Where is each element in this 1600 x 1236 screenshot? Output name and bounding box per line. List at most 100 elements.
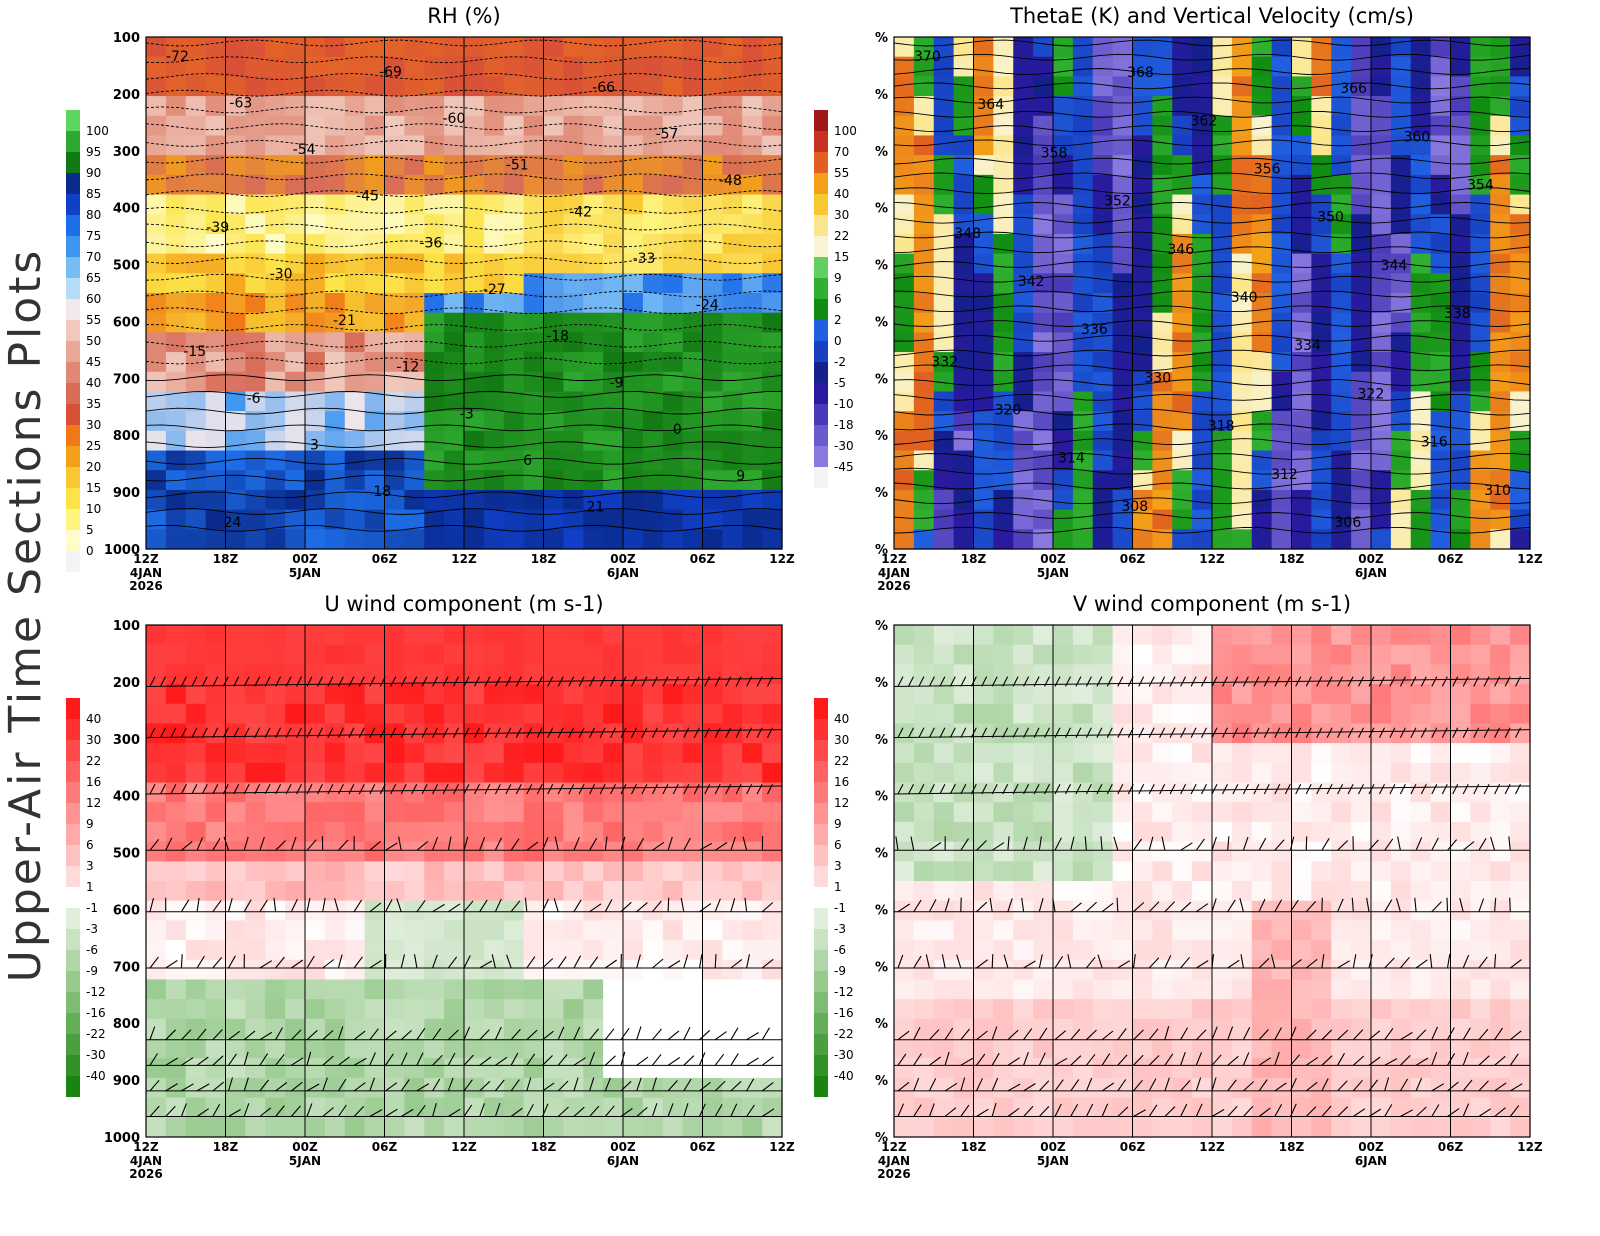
field-cell	[973, 76, 994, 97]
field-cell	[1371, 529, 1392, 550]
colorbar-swatch	[814, 446, 828, 467]
field-cell	[265, 253, 286, 274]
field-cell	[623, 644, 644, 665]
field-cell	[404, 684, 425, 705]
field-cell	[1152, 625, 1173, 646]
pressure-tick-label: 300	[113, 733, 140, 748]
wind-barb	[662, 783, 669, 795]
wind-barb	[259, 960, 273, 969]
field-cell	[642, 959, 664, 981]
colorbar-label: 3	[86, 859, 94, 873]
wind-barb	[149, 838, 160, 851]
field-cell	[722, 743, 743, 764]
field-cell	[305, 861, 326, 882]
field-cell	[523, 96, 545, 117]
wind-barb	[1263, 727, 1270, 738]
field-cell	[543, 1038, 564, 1059]
field-cell	[245, 900, 266, 921]
field-cell	[324, 782, 346, 803]
field-cell	[1212, 352, 1233, 373]
field-cell	[1053, 214, 1074, 235]
field-cell	[543, 174, 564, 196]
wind-barb	[944, 898, 950, 912]
field-cell	[722, 1117, 743, 1138]
field-cell	[662, 115, 684, 137]
field-cell	[993, 293, 1014, 314]
field-cell	[563, 96, 584, 117]
field-cell	[503, 233, 525, 255]
field-cell	[583, 664, 604, 685]
wind-barb	[273, 897, 277, 912]
wind-barb	[411, 783, 418, 795]
field-cell	[1410, 1038, 1432, 1059]
field-cell	[1072, 762, 1094, 784]
field-cell	[583, 391, 604, 412]
field-cell	[165, 371, 187, 393]
field-cell	[722, 115, 743, 137]
field-cell	[364, 135, 386, 156]
field-cell	[185, 861, 207, 882]
field-cell	[265, 371, 286, 393]
field-cell	[245, 999, 266, 1020]
colorbar-swatch	[66, 1034, 80, 1055]
date-label: 5JAN	[289, 1154, 321, 1168]
field-cell	[464, 293, 485, 314]
wind-barb	[1295, 727, 1302, 738]
field-cell	[1390, 56, 1412, 77]
field-cell	[1172, 802, 1193, 823]
field-cell	[1172, 371, 1193, 393]
field-cell	[662, 1097, 684, 1118]
field-cell	[722, 194, 743, 215]
field-cell	[404, 529, 425, 550]
field-cell	[543, 155, 564, 176]
field-cell	[1490, 411, 1511, 432]
field-cell	[993, 273, 1014, 294]
wind-barb	[589, 1028, 599, 1041]
field-cell	[523, 509, 545, 530]
field-cell	[1410, 56, 1432, 77]
field-cell	[1033, 625, 1054, 646]
field-cell	[953, 841, 975, 862]
field-cell	[1351, 76, 1372, 97]
field-cell	[1112, 1058, 1134, 1079]
wind-barb	[897, 1030, 910, 1041]
field-cell	[1072, 861, 1094, 882]
field-cell	[1470, 174, 1491, 196]
field-cell	[603, 450, 624, 471]
field-cell	[1013, 352, 1034, 373]
field-cell	[543, 450, 564, 471]
wind-barb	[1117, 676, 1124, 687]
field-cell	[344, 529, 366, 550]
field-cell	[1351, 644, 1372, 665]
field-cell	[165, 76, 187, 97]
field-cell	[762, 1018, 783, 1040]
wind-barb	[604, 1105, 615, 1117]
wind-barb	[1515, 676, 1521, 687]
field-cell	[993, 371, 1014, 393]
field-cell	[1072, 703, 1094, 725]
field-cell	[1331, 625, 1352, 646]
field-cell	[583, 450, 604, 471]
field-cell	[894, 841, 915, 862]
field-cell	[762, 293, 783, 314]
field-cell	[762, 1038, 783, 1059]
field-cell	[953, 743, 975, 764]
field-cell	[464, 940, 485, 961]
field-cell	[973, 684, 994, 705]
wind-barb	[568, 727, 575, 738]
field-cell	[603, 273, 624, 294]
field-cell	[285, 1097, 306, 1118]
field-cell	[662, 940, 684, 961]
field-cell	[1351, 664, 1372, 685]
field-cell	[1013, 233, 1034, 255]
field-cell	[464, 1038, 485, 1059]
wind-barb	[484, 783, 491, 795]
contour-label: -69	[379, 64, 402, 80]
field-cell	[682, 1077, 704, 1099]
field-cell	[444, 900, 465, 921]
field-cell	[722, 233, 743, 255]
field-cell	[1092, 155, 1114, 176]
wind-barb	[1358, 727, 1364, 738]
field-cell	[1371, 509, 1392, 530]
field-cell	[583, 293, 604, 314]
